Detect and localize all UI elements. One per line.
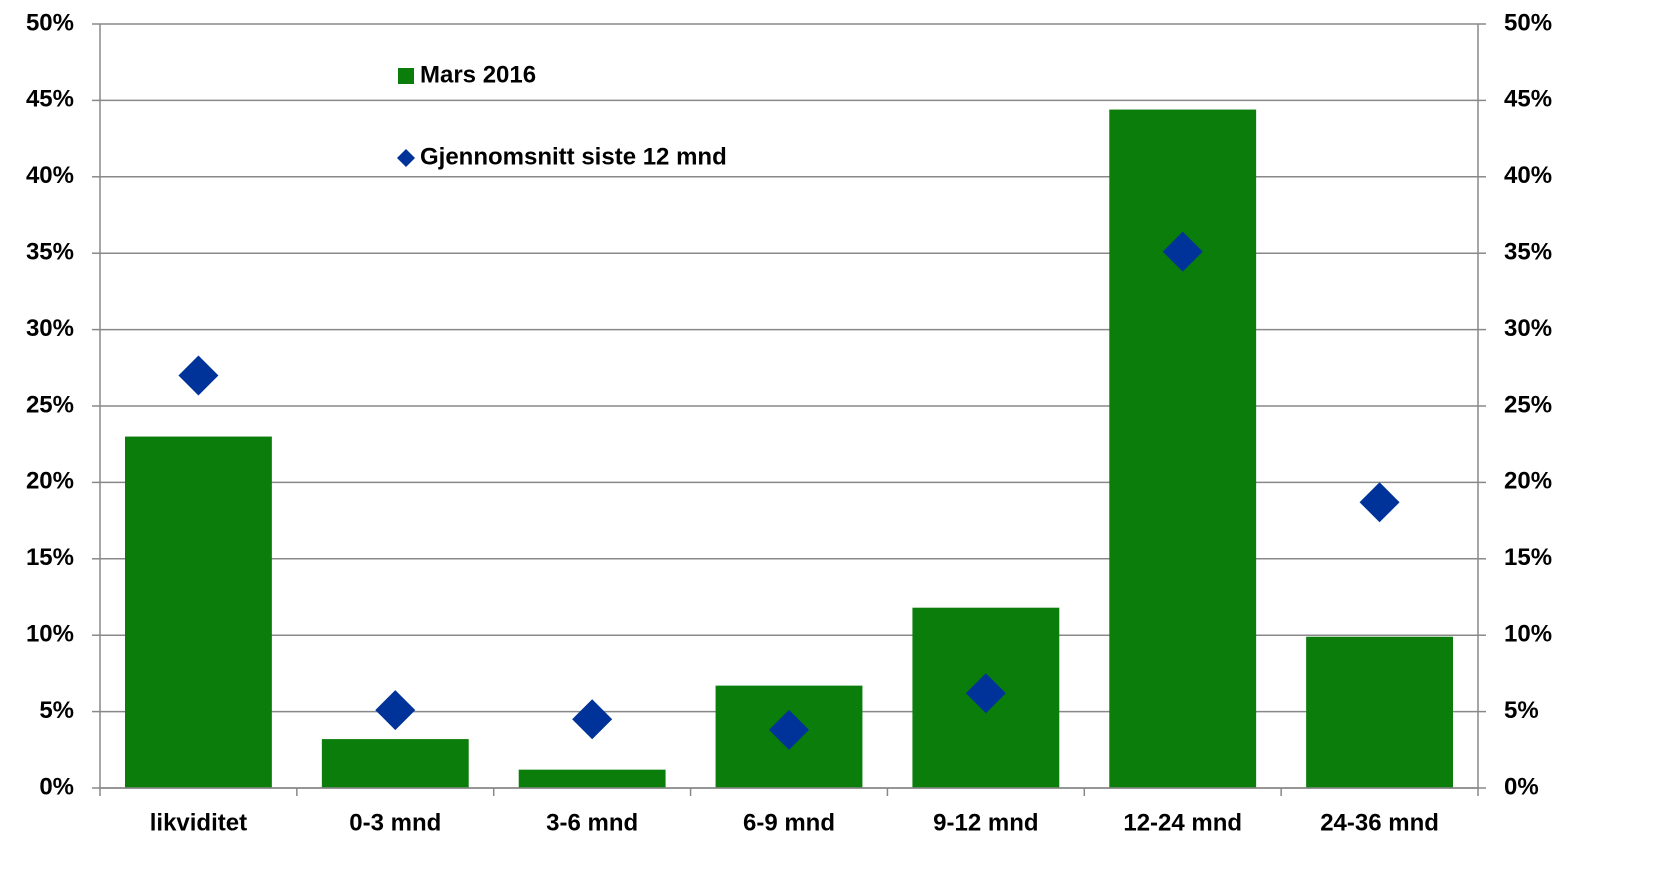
bar — [125, 436, 272, 788]
marker — [769, 709, 809, 750]
y-tick-label: 10% — [26, 621, 74, 648]
x-tick-label: 0-3 mnd — [349, 809, 441, 836]
marker — [1359, 482, 1400, 523]
x-tick-label: 24-36 mnd — [1320, 809, 1439, 836]
y-tick-label: 5% — [39, 697, 74, 724]
y2-tick-label: 25% — [1504, 391, 1552, 418]
y2-tick-label: 15% — [1504, 544, 1552, 571]
y-tick-label: 25% — [26, 391, 74, 418]
y-tick-label: 50% — [26, 9, 74, 36]
y-tick-label: 35% — [26, 239, 74, 266]
marker — [1162, 231, 1203, 272]
y-tick-label: 30% — [26, 315, 74, 342]
y2-tick-label: 45% — [1504, 86, 1552, 113]
y2-tick-label: 30% — [1504, 315, 1552, 342]
x-tick-label: 12-24 mnd — [1123, 809, 1242, 836]
x-tick-label: 6-9 mnd — [743, 809, 835, 836]
y2-tick-label: 35% — [1504, 239, 1552, 266]
y-tick-label: 20% — [26, 468, 74, 495]
marker — [965, 673, 1006, 714]
x-tick-label: likviditet — [150, 809, 247, 836]
bar — [1109, 109, 1257, 789]
y-tick-label: 45% — [26, 86, 74, 113]
x-tick-label: 3-6 mnd — [546, 809, 638, 836]
bar — [321, 739, 469, 788]
y2-tick-label: 0% — [1504, 773, 1539, 800]
y2-tick-label: 40% — [1504, 162, 1552, 189]
y-tick-label: 0% — [39, 773, 74, 800]
marker — [375, 690, 416, 731]
y2-tick-label: 50% — [1504, 9, 1552, 36]
y2-tick-label: 5% — [1504, 697, 1539, 724]
legend-swatch — [397, 149, 415, 167]
y-tick-label: 40% — [26, 162, 74, 189]
legend-label: Mars 2016 — [420, 61, 536, 88]
x-tick-label: 9-12 mnd — [933, 809, 1038, 836]
y-tick-label: 15% — [26, 544, 74, 571]
legend-label: Gjennomsnitt siste 12 mnd — [420, 143, 727, 170]
y2-tick-label: 20% — [1504, 468, 1552, 495]
marker — [572, 699, 613, 740]
y2-tick-label: 10% — [1504, 621, 1552, 648]
bar — [1306, 636, 1453, 788]
legend-swatch — [398, 68, 414, 84]
bar — [518, 769, 666, 788]
marker — [178, 355, 219, 396]
